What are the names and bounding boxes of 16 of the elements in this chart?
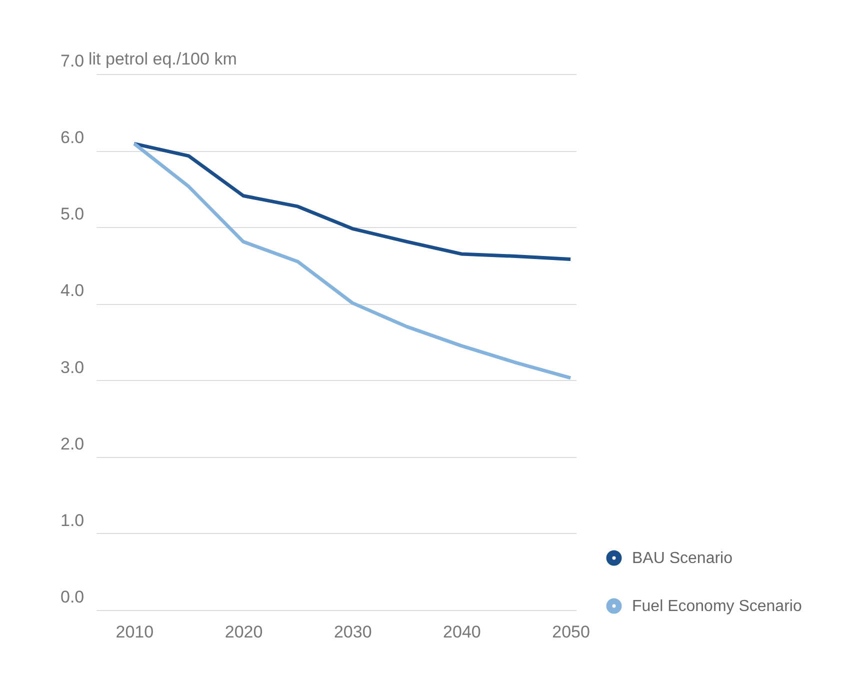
y-tick-label: 3.0 (60, 358, 84, 377)
y-tick-label: 1.0 (60, 510, 84, 530)
y-tick-label: 0.0 (60, 588, 84, 606)
x-tick-label: 2050 (552, 622, 590, 642)
y-tick-label: 7.0 (60, 52, 84, 70)
x-tick-label: 2030 (334, 622, 372, 642)
legend-label: BAU Scenario (632, 550, 733, 567)
y-tick-label: 4.0 (60, 281, 84, 300)
y-tick-label: 2.0 (60, 434, 84, 454)
x-tick-label: 2010 (116, 622, 154, 642)
y-tick-label: 5.0 (60, 204, 84, 224)
y-axis-title: lit petrol eq./100 km (88, 50, 237, 68)
x-tick-label: 2040 (443, 622, 481, 642)
x-tick-label: 2020 (224, 622, 263, 642)
y-tick-label: 6.0 (60, 128, 84, 148)
legend-label: Fuel Economy Scenario (632, 598, 802, 615)
